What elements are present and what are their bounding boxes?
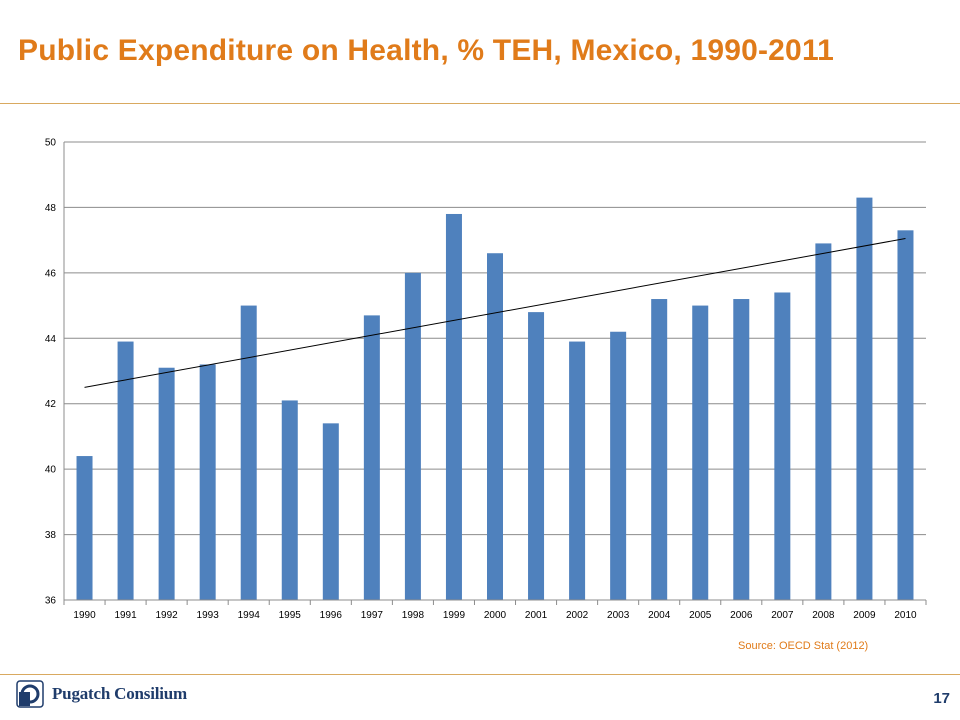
x-tick-label: 1995: [279, 610, 302, 621]
header-divider: [0, 103, 960, 104]
bar: [610, 331, 627, 600]
y-tick-label: 38: [45, 530, 57, 541]
x-tick-label: 2003: [607, 610, 630, 621]
x-tick-label: 1991: [114, 610, 137, 621]
bar: [487, 253, 503, 600]
bar: [733, 299, 750, 600]
bar: [117, 341, 134, 600]
bar: [774, 292, 791, 600]
x-tick-label: 2000: [484, 610, 507, 621]
bar: [897, 230, 914, 600]
footer-divider: [0, 674, 960, 675]
bar: [199, 364, 216, 600]
x-tick-label: 1992: [155, 610, 178, 621]
x-tick-label: 2002: [566, 610, 589, 621]
x-tick-label: 1993: [197, 610, 220, 621]
bar: [281, 400, 298, 600]
bar: [528, 312, 545, 600]
x-tick-label: 1997: [361, 610, 384, 621]
x-tick-label: 1994: [238, 610, 261, 621]
bar: [322, 423, 339, 600]
x-tick-label: 2005: [689, 610, 712, 621]
bar: [569, 341, 586, 600]
source-note: Source: OECD Stat (2012): [738, 640, 869, 652]
bar: [76, 456, 93, 600]
bar: [363, 315, 380, 600]
y-tick-label: 50: [45, 138, 57, 149]
bar: [404, 272, 421, 600]
logo-text: Pugatch Consilium: [52, 684, 187, 703]
y-tick-label: 46: [45, 268, 57, 279]
page-number: 17: [933, 690, 950, 707]
x-tick-label: 2007: [771, 610, 794, 621]
x-tick-label: 2008: [812, 610, 835, 621]
x-tick-label: 1990: [73, 610, 96, 621]
x-tick-label: 2004: [648, 610, 671, 621]
bar: [158, 367, 175, 600]
logo-mark-icon: [16, 680, 44, 708]
bar: [815, 243, 832, 600]
trendline: [84, 238, 906, 388]
bar: [856, 197, 873, 600]
y-tick-label: 36: [45, 596, 57, 607]
y-tick-label: 40: [45, 465, 57, 476]
x-tick-label: 1999: [443, 610, 466, 621]
bar: [651, 299, 668, 600]
x-tick-label: 2009: [853, 610, 876, 621]
bar: [445, 213, 462, 600]
bar-chart: 36 38 40 42 44 46 48 50 1990 1991 1992 1993 1994 1995…: [45, 138, 927, 621]
bar: [692, 305, 709, 600]
x-tick-label: 2006: [730, 610, 753, 621]
y-tick-label: 42: [45, 399, 57, 410]
x-tick-label: 2001: [525, 610, 548, 621]
x-tick-label: 2010: [894, 610, 917, 621]
y-tick-label: 48: [45, 203, 57, 214]
x-tick-label: 1996: [320, 610, 343, 621]
slide-title: Public Expenditure on Health, % TEH, Mex…: [18, 34, 835, 67]
bar: [240, 305, 257, 600]
company-logo: Pugatch Consilium: [16, 680, 187, 708]
y-tick-label: 44: [45, 334, 57, 345]
x-tick-label: 1998: [402, 610, 425, 621]
